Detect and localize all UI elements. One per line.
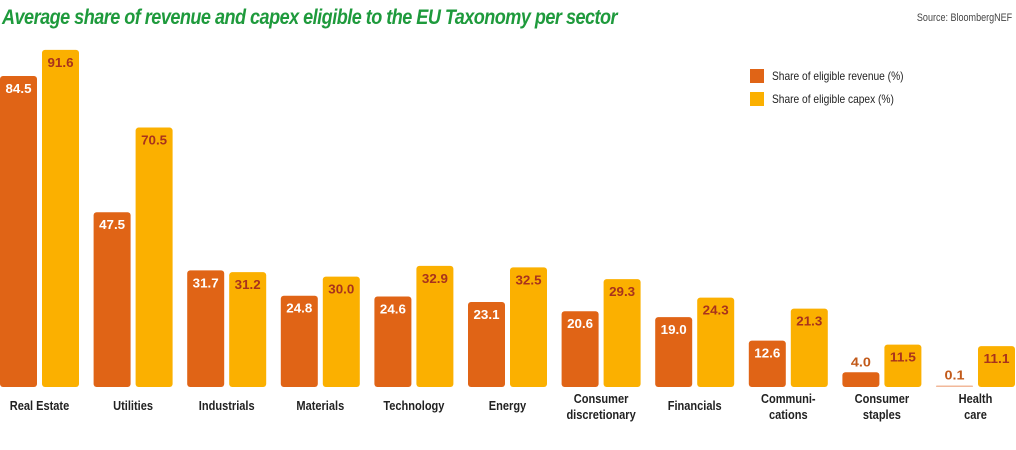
value-label-revenue-consumer-discretionary: 20.6 xyxy=(567,316,593,331)
bar-revenue-energy xyxy=(468,301,505,387)
bar-revenue-health-care xyxy=(936,385,973,387)
category-label-consumer-discretionary-line2: discretionary xyxy=(566,407,636,422)
value-label-capex-communi-cations: 21.3 xyxy=(796,314,822,329)
bar-capex-consumer-staples xyxy=(884,344,922,387)
category-label-consumer-discretionary-line1: Consumer xyxy=(574,391,629,406)
category-label-health-care-line2: care xyxy=(964,407,987,422)
bar-capex-real-estate xyxy=(42,49,79,388)
value-label-revenue-real-estate: 84.5 xyxy=(6,81,32,96)
bar-capex-communi-cations xyxy=(790,308,828,387)
category-label-consumer-staples-line2: staples xyxy=(863,407,901,422)
category-label-communi-cations-line2: cations xyxy=(769,407,808,422)
source-note: Source: BloombergNEF xyxy=(916,12,1012,24)
category-labels-layer: Real Estate Utilities Industrials Materials… xyxy=(10,391,993,422)
category-label-materials: Materials xyxy=(296,398,344,413)
value-label-revenue-technology: 24.6 xyxy=(380,301,406,316)
value-label-revenue-financials: 19.0 xyxy=(661,322,687,337)
value-label-capex-industrials: 31.2 xyxy=(235,277,261,292)
category-label-health-care-line1: Health xyxy=(959,391,993,406)
bar-revenue-consumer-staples xyxy=(842,372,880,387)
legend-label-capex: Share of eligible capex (%) xyxy=(772,91,894,106)
category-label-consumer-staples-line1: Consumer xyxy=(855,391,910,406)
value-label-capex-real-estate: 91.6 xyxy=(48,55,74,70)
bar-revenue-utilities xyxy=(93,212,131,387)
bar-capex-industrials xyxy=(229,272,267,387)
value-label-capex-consumer-staples: 11.5 xyxy=(890,350,916,365)
value-label-revenue-utilities: 47.5 xyxy=(99,217,125,232)
category-label-technology: Technology xyxy=(383,398,444,413)
value-label-revenue-energy: 23.1 xyxy=(474,307,500,322)
value-label-revenue-health-care: 0.1 xyxy=(945,368,965,383)
value-label-revenue-industrials: 31.7 xyxy=(193,275,219,290)
category-label-utilities: Utilities xyxy=(113,398,153,413)
legend: Share of eligible revenue (%) Share of e… xyxy=(750,64,927,110)
value-labels-layer: 84.5 91.6 47.5 70.5 31.7 31.2 24.8 30.0 24.6 32.9… xyxy=(6,55,1010,383)
chart-title: Average share of revenue and capex eligi… xyxy=(2,6,618,29)
category-label-energy: Energy xyxy=(489,398,527,413)
value-label-revenue-consumer-staples: 4.0 xyxy=(851,354,871,369)
bar-capex-consumer-discretionary xyxy=(603,279,641,387)
legend-item-revenue: Share of eligible revenue (%) xyxy=(750,64,927,87)
value-label-revenue-communi-cations: 12.6 xyxy=(754,346,780,361)
category-label-industrials: Industrials xyxy=(199,398,255,413)
bar-capex-health-care xyxy=(978,346,1015,387)
bar-capex-financials xyxy=(697,297,735,387)
bar-capex-technology xyxy=(416,265,454,387)
legend-swatch-capex xyxy=(750,91,764,106)
value-label-capex-health-care: 11.1 xyxy=(984,351,1010,366)
bar-revenue-technology xyxy=(374,296,412,387)
category-label-financials: Financials xyxy=(668,398,722,413)
bar-capex-materials xyxy=(322,276,360,387)
legend-swatch-revenue xyxy=(750,68,764,83)
category-label-real-estate: Real Estate xyxy=(10,398,70,413)
bar-revenue-materials xyxy=(280,295,318,387)
value-label-capex-energy: 32.5 xyxy=(516,272,542,287)
bar-revenue-communi-cations xyxy=(748,340,786,387)
bar-revenue-industrials xyxy=(187,270,225,387)
bars-layer xyxy=(0,49,1015,388)
bar-revenue-real-estate xyxy=(0,76,37,387)
legend-item-capex: Share of eligible capex (%) xyxy=(750,87,927,110)
bar-capex-energy xyxy=(510,267,547,387)
bar-revenue-financials xyxy=(655,317,693,387)
category-label-communi-cations-line1: Communi- xyxy=(761,391,816,406)
value-label-capex-technology: 32.9 xyxy=(422,271,448,286)
value-label-capex-financials: 24.3 xyxy=(703,303,729,318)
bar-revenue-consumer-discretionary xyxy=(561,311,599,387)
legend-label-revenue: Share of eligible revenue (%) xyxy=(772,68,904,83)
value-label-capex-consumer-discretionary: 29.3 xyxy=(609,284,635,299)
value-label-capex-utilities: 70.5 xyxy=(141,133,167,148)
value-label-capex-materials: 30.0 xyxy=(328,282,354,297)
value-label-revenue-materials: 24.8 xyxy=(286,301,312,316)
bar-capex-utilities xyxy=(135,127,173,387)
